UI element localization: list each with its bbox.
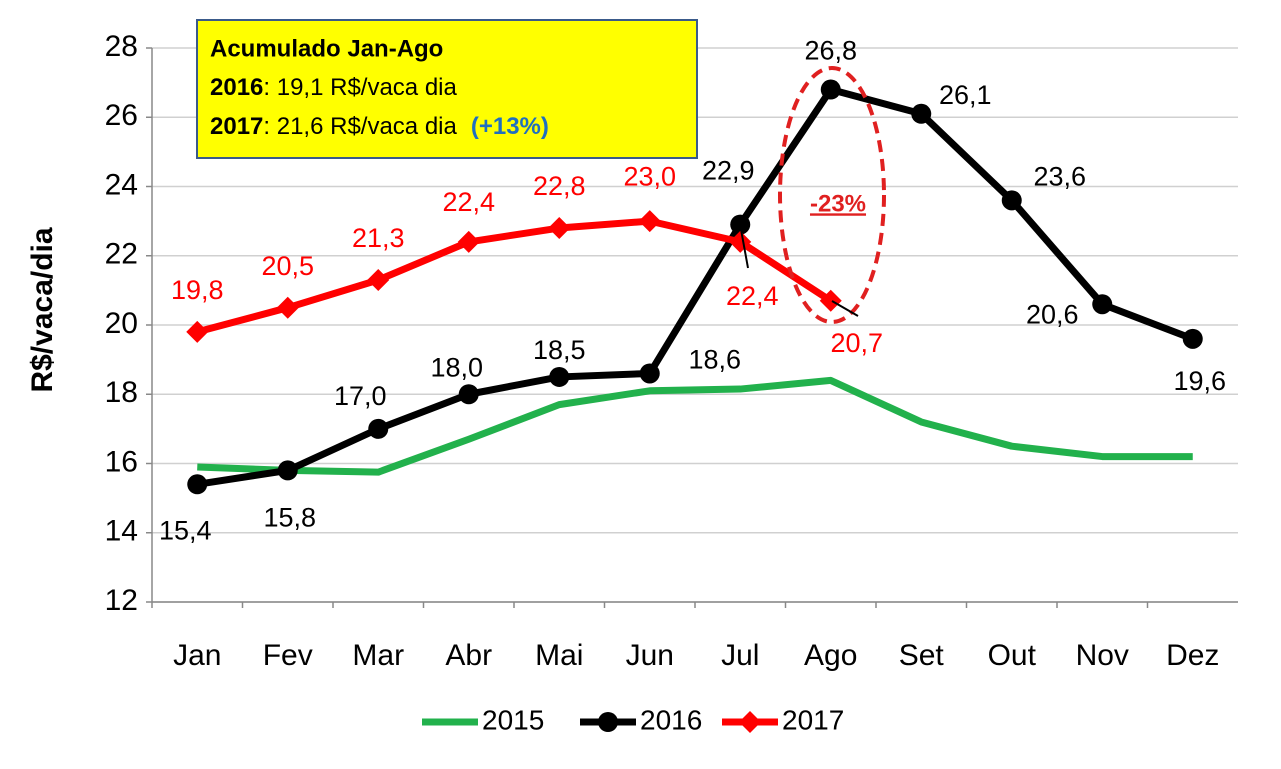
leader-line	[831, 300, 859, 317]
box-extra: (+13%)	[471, 113, 549, 140]
point-marker	[1092, 294, 1113, 315]
x-tick-label: Fev	[263, 639, 313, 672]
x-tick-label: Jun	[626, 639, 674, 672]
point-marker	[548, 217, 571, 240]
data-label: 20,6	[1026, 299, 1079, 329]
series-line	[196, 86, 1195, 488]
x-tick-label: Mai	[535, 639, 583, 672]
y-tick-label: 22	[105, 238, 138, 271]
data-label: 23,6	[1033, 161, 1086, 191]
point-marker	[549, 366, 570, 387]
summary-box	[196, 19, 698, 159]
data-label: 26,1	[939, 80, 992, 110]
point-marker	[187, 474, 208, 495]
data-label: 22,9	[702, 156, 755, 186]
data-label: 18,0	[430, 352, 483, 382]
point-marker	[911, 103, 932, 124]
box-line: 2016: 19,1 R$/vaca dia	[210, 74, 457, 101]
legend-label: 2017	[782, 704, 844, 735]
legend-label: 2015	[482, 704, 544, 735]
x-tick-label: Out	[988, 639, 1037, 672]
box-line: 2017: 21,6 R$/vaca dia (+13%)	[210, 113, 549, 140]
data-label: 23,0	[623, 161, 676, 191]
point-marker	[1182, 328, 1203, 349]
data-label: 17,0	[334, 381, 387, 411]
data-label: 19,8	[171, 275, 224, 305]
data-label: 21,3	[352, 223, 405, 253]
data-label: 26,8	[804, 36, 857, 66]
data-label: 22,4	[726, 281, 779, 311]
y-tick-label: 12	[105, 584, 138, 617]
x-tick-label: Abr	[445, 639, 492, 672]
data-label: 18,6	[688, 345, 741, 375]
point-marker	[276, 296, 299, 319]
legend-marker	[739, 711, 761, 733]
box-year: 2016	[210, 74, 263, 101]
point-marker	[277, 460, 298, 481]
y-tick-label: 14	[105, 515, 138, 548]
y-tick-label: 28	[105, 30, 138, 63]
y-tick-label: 16	[105, 445, 138, 478]
data-label: 19,6	[1173, 366, 1226, 396]
point-marker	[186, 320, 209, 343]
data-label: 15,8	[263, 503, 316, 533]
point-marker	[1001, 190, 1022, 211]
y-axis-label: R$/vaca/dia	[26, 227, 59, 392]
point-marker	[368, 418, 389, 439]
box-text: : 19,1 R$/vaca dia	[263, 74, 457, 101]
leader-line	[739, 223, 749, 269]
box-title: Acumulado Jan-Ago	[210, 35, 443, 62]
y-tick-label: 20	[105, 307, 138, 340]
point-marker	[458, 384, 479, 405]
x-tick-label: Dez	[1166, 639, 1219, 672]
x-tick-label: Jul	[721, 639, 759, 672]
x-tick-label: Set	[899, 639, 945, 672]
legend-label: 2016	[640, 704, 702, 735]
y-tick-label: 18	[105, 376, 138, 409]
x-tick-label: Ago	[804, 639, 857, 672]
x-tick-label: Mar	[352, 639, 404, 672]
plot-area: 12 14 16 18 20 22 24 26 28 Jan Fev Mar Abr Mai Jun Jul A…	[105, 30, 1238, 735]
highlight-ellipse	[778, 66, 886, 324]
x-tick-label: Nov	[1076, 639, 1129, 672]
data-label: 20,7	[830, 328, 883, 358]
x-tick-label: Jan	[173, 639, 221, 672]
point-marker	[367, 268, 390, 291]
box-year: 2017	[210, 113, 263, 140]
data-label: 22,4	[442, 187, 495, 217]
series-line	[197, 376, 1193, 476]
point-marker	[638, 210, 661, 233]
point-marker	[820, 79, 841, 100]
data-label: 22,8	[533, 171, 586, 201]
point-marker	[729, 230, 752, 253]
point-marker	[819, 289, 842, 312]
change-annotation: -23%	[810, 190, 866, 217]
y-tick-label: 26	[105, 99, 138, 132]
series-line	[196, 217, 833, 336]
data-label: 18,5	[533, 335, 586, 365]
y-tick-label: 24	[105, 168, 138, 201]
data-label: 15,4	[159, 515, 212, 545]
box-text: : 21,6 R$/vaca dia	[263, 113, 457, 140]
legend-marker	[598, 712, 618, 732]
point-marker	[639, 363, 660, 384]
point-marker	[457, 230, 480, 253]
data-label: 20,5	[261, 251, 314, 281]
